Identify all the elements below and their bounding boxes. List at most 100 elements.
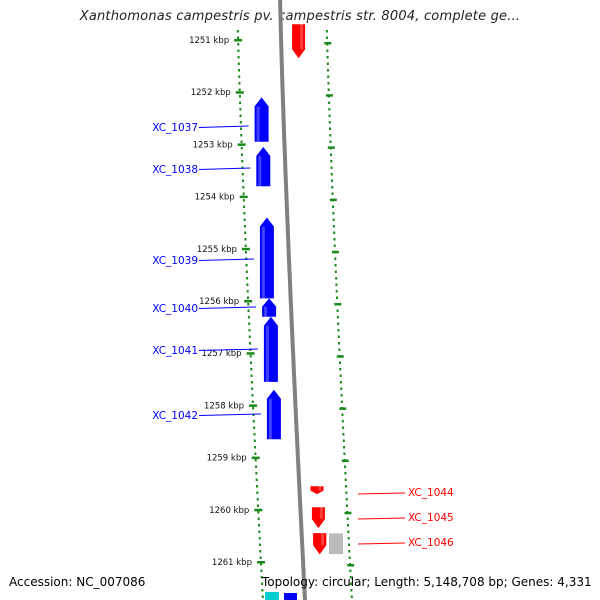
ruler-dot [248,329,251,332]
gene-label-connector [198,413,261,416]
ruler-dot [249,342,252,345]
ruler-tick-right [325,94,333,97]
ruler-dot [338,348,341,351]
ruler-tick-left [244,300,253,303]
gene-label-connector [198,306,257,309]
ruler-dot [248,335,251,338]
ruler-dot [331,192,334,195]
ruler-dot [334,264,337,267]
ruler-dot [249,348,252,351]
ruler-dot [244,244,247,247]
ruler-dot [241,153,244,156]
ruler-dot [350,589,353,592]
ruler-tick-label: 1251 kbp [189,36,229,46]
ruler-dot [237,43,240,46]
ruler-dot [347,530,350,533]
gene-label-connector [357,542,406,545]
backbone-line [278,0,307,600]
ruler-dot [249,355,252,358]
ruler-dot [251,400,254,403]
ruler-dot [344,472,347,475]
ruler-dot [242,179,245,182]
gene-label: XC_1044 [408,487,454,499]
ruler-tick-left [241,247,250,251]
ruler-dot [338,361,341,364]
ruler-dot [252,413,255,416]
ruler-dot [257,517,260,520]
gene-label: XC_1040 [152,303,198,315]
ruler-dot [346,504,349,507]
gene-label: XC_1037 [152,122,198,134]
gene-label: XC_1046 [408,537,454,549]
ruler-dot [246,283,249,286]
ruler-dot [254,452,257,455]
ruler-dot [334,257,337,260]
ruler-dot [332,218,335,221]
ruler-dot [349,569,352,572]
ruler-dot [236,30,239,33]
gene-label-connector [198,125,249,128]
ruler-tick-right [329,198,337,202]
gene-label-connector [357,492,406,495]
map-title: Xanthomonas campestris pv. campestris st… [79,9,521,24]
ruler-tick-left [256,561,265,564]
ruler-dot [257,504,260,507]
ruler-dot [250,381,253,384]
ruler-tick-right [344,511,352,515]
ruler-dot [258,537,261,540]
ruler-dot [329,140,332,143]
ruler-dot [242,192,245,195]
ruler-tick-left [235,91,244,94]
ruler-dot [253,426,256,429]
ruler-dot [238,82,241,85]
ruler-dot [247,316,250,319]
ruler-dot [343,446,346,449]
ruler-dot [341,420,344,423]
ruler-dot [326,36,329,39]
ruler-dot [253,439,256,442]
ruler-dot [332,205,335,208]
ruler-dot [337,329,340,332]
gene-arrow-xc-1044 [310,486,324,495]
ruler-dot [243,218,246,221]
ruler-dot [239,114,242,117]
ruler-dot [344,465,347,468]
ruler-tick-right [347,564,355,567]
ruler-dot [253,433,256,436]
ruler-dot [342,433,345,436]
gene-highlight [256,106,260,142]
ruler-tick-left [246,352,255,355]
ruler-dot [330,166,333,169]
gene-arrow-xc-1037 [254,97,269,142]
ruler-dot [250,374,253,377]
ruler-dot [331,179,334,182]
ruler-tick-label: 1257 kbp [202,349,242,359]
feature-blue-edge [284,593,297,600]
ruler-dot [328,114,331,117]
ruler-dot [339,374,342,377]
ruler-dot [336,309,339,312]
ruler-dot [327,75,330,78]
gene-arrow-xc-1042 [266,389,281,440]
ruler-dot [335,296,338,299]
gene-label: XC_1039 [152,255,198,267]
ruler-dot [250,368,253,371]
gene-label-connector [198,348,258,351]
ruler-dot [327,82,330,85]
ruler-dot [237,62,240,65]
ruler-dot [337,322,340,325]
ruler-dot [350,595,353,598]
ruler-dot [347,524,350,527]
ruler-dot [258,530,261,533]
ruler-dot [243,212,246,215]
ruler-dot [345,485,348,488]
ruler-dot [241,173,244,176]
ruler-tick-right [339,407,347,410]
ruler-dot [257,511,260,514]
ruler-tick-left [254,508,263,512]
gene-highlight [318,486,322,491]
ruler-dot [344,478,347,481]
ruler-dots [236,30,353,598]
ruler-dot [251,387,254,390]
ruler-dot [326,56,329,59]
